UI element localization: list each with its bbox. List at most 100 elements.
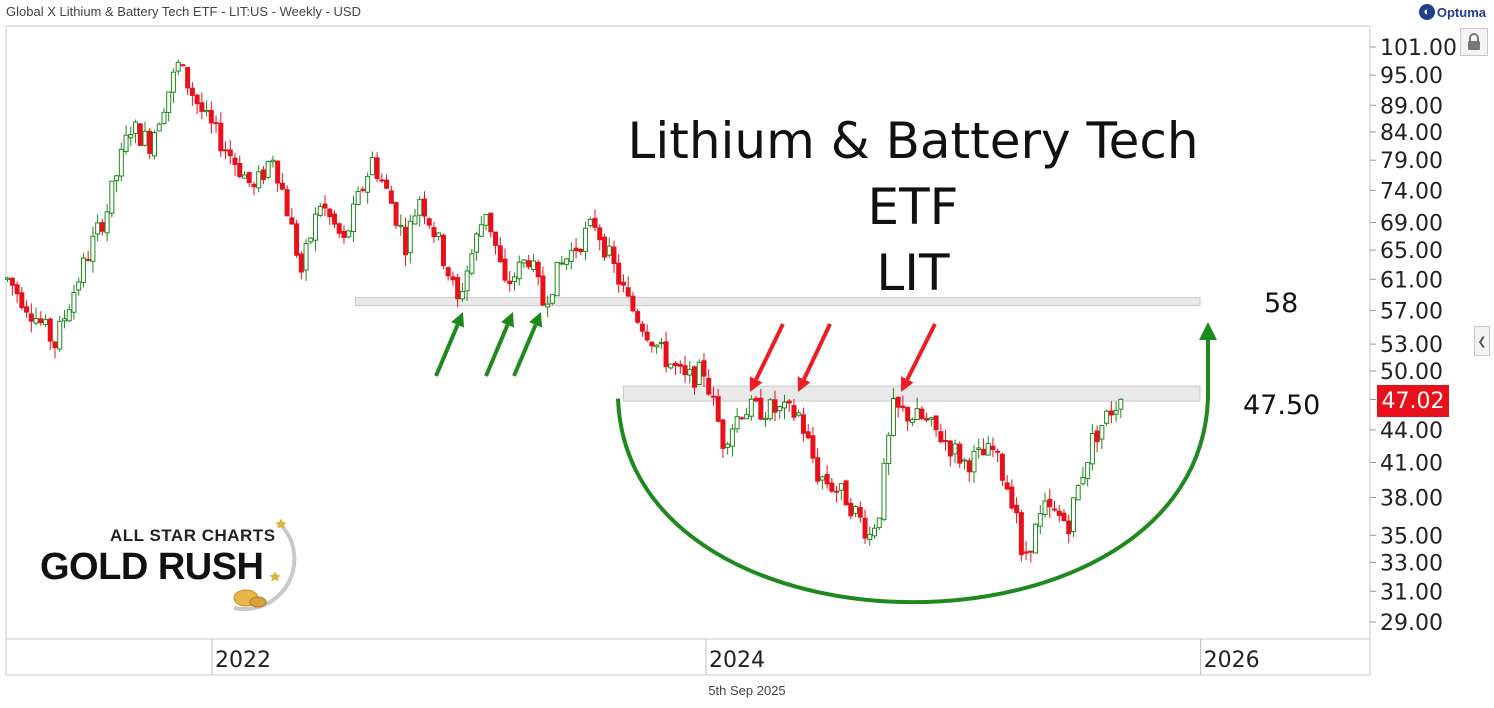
brand-label: Optuma <box>1436 4 1486 20</box>
candle-down <box>843 480 849 506</box>
x-tick-label: 2026 <box>1204 648 1260 673</box>
candle-up <box>1089 433 1095 465</box>
candle-down <box>1014 504 1020 514</box>
candle-down <box>232 157 238 165</box>
candle-down <box>19 292 25 309</box>
candle-up <box>1104 410 1110 424</box>
candle-down <box>691 366 697 388</box>
red-arrow-icon-head <box>749 376 763 392</box>
candle-up <box>350 203 356 233</box>
candle-up <box>142 130 148 146</box>
candle-up <box>881 462 887 520</box>
candle-down <box>336 223 342 234</box>
x-tick-label: 2024 <box>709 648 765 673</box>
candle-down <box>1018 512 1024 556</box>
candle-down <box>673 362 679 367</box>
candle-down <box>578 248 584 252</box>
candle-down <box>1004 482 1010 490</box>
candle-down <box>639 323 645 332</box>
candle-down <box>331 213 337 225</box>
candle-up <box>128 134 134 139</box>
candle-down <box>535 261 541 278</box>
candle-down <box>644 331 650 341</box>
logo-line-2: GOLD RUSH <box>40 546 264 588</box>
candle-down <box>327 208 333 218</box>
candle-up <box>1070 497 1076 533</box>
candle-down <box>1056 510 1062 516</box>
candle-up <box>872 527 878 537</box>
candle-up <box>516 261 522 280</box>
y-tick-label: 95.00 <box>1380 64 1443 89</box>
candle-up <box>57 320 63 350</box>
candle-down <box>421 198 427 217</box>
candle-up <box>767 399 773 420</box>
candle-up <box>436 232 442 237</box>
candle-down <box>800 414 806 434</box>
green-arrow-icon <box>484 324 510 377</box>
chevron-left-icon: ❮ <box>1477 335 1487 348</box>
candle-down <box>227 149 233 157</box>
expand-panel-button[interactable]: ❮ <box>1474 326 1490 356</box>
candle-up <box>606 245 612 256</box>
candle-down <box>294 223 300 256</box>
candle-down <box>701 360 707 377</box>
candle-down <box>943 440 949 443</box>
candle-down <box>275 160 281 184</box>
y-tick-label: 38.00 <box>1380 486 1443 511</box>
lock-button[interactable] <box>1460 28 1488 56</box>
candle-up <box>777 406 783 412</box>
candle-up <box>483 213 489 226</box>
candle-down <box>635 311 641 323</box>
candle-up <box>530 260 536 271</box>
date-axis-band <box>5 638 1371 676</box>
candle-down <box>393 202 399 226</box>
candle-down <box>137 123 143 146</box>
candle-down <box>455 277 461 300</box>
y-tick-label: 31.00 <box>1380 580 1443 605</box>
candle-up <box>952 443 958 455</box>
candle-down <box>706 377 712 395</box>
candle-down <box>403 226 409 256</box>
candle-up <box>133 121 139 135</box>
candle-up <box>587 218 593 227</box>
candle-down <box>497 245 503 263</box>
candle-down <box>715 396 721 422</box>
candle-down <box>445 267 451 277</box>
gold-rush-logo: ALL STAR CHARTS GOLD RUSH <box>38 516 300 612</box>
candle-down <box>223 149 229 152</box>
y-tick-label: 57.00 <box>1380 300 1443 325</box>
candle-up <box>313 213 319 241</box>
support-zone <box>622 385 1201 402</box>
candle-down <box>47 318 53 342</box>
candle-down <box>450 276 456 281</box>
candle-up <box>971 450 977 473</box>
candle-up <box>781 401 787 409</box>
candle-down <box>28 313 34 322</box>
candle-down <box>829 482 835 492</box>
red-arrow-icon-head <box>797 376 811 392</box>
candle-up <box>5 277 11 280</box>
candle-down <box>905 407 911 422</box>
candle-down <box>218 122 224 152</box>
candle-down <box>1061 512 1067 522</box>
candle-up <box>886 434 892 464</box>
candle-up <box>76 281 82 291</box>
y-tick-label: 79.00 <box>1380 149 1443 174</box>
y-tick-label: 69.00 <box>1380 212 1443 237</box>
last-price-tag: 47.02 <box>1377 385 1449 417</box>
candle-up <box>658 342 664 345</box>
brand: ◐ Optuma <box>1418 4 1486 20</box>
candle-up <box>365 175 371 193</box>
lock-icon <box>1468 33 1480 50</box>
candle-down <box>649 341 655 347</box>
candle-up <box>114 175 120 182</box>
candle-down <box>298 253 304 273</box>
red-arrow-icon <box>905 323 937 381</box>
candle-down <box>284 189 290 217</box>
candle-down <box>924 418 930 421</box>
candle-up <box>568 250 574 262</box>
candle-down <box>663 341 669 367</box>
candle-up <box>256 171 262 189</box>
candle-up <box>464 270 470 292</box>
arc-arrowhead <box>1199 322 1217 340</box>
